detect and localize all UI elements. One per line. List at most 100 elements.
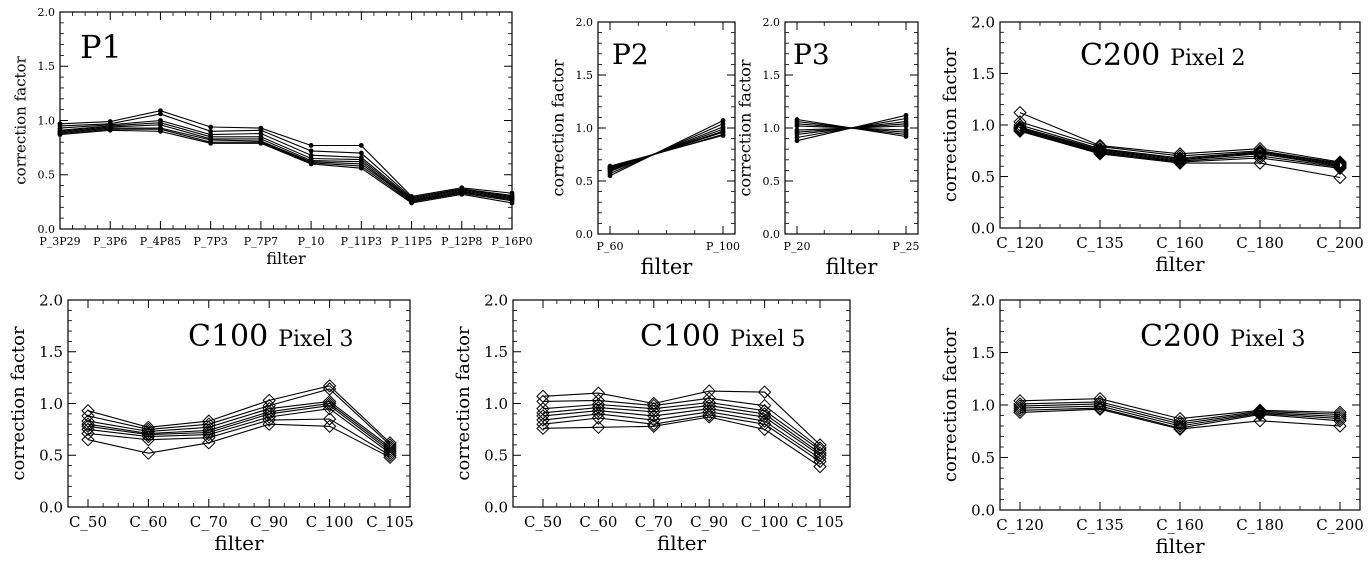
data-point bbox=[813, 441, 827, 455]
x-axis-label: filter bbox=[214, 531, 264, 555]
y-tick-label: 0.5 bbox=[576, 175, 594, 188]
data-point bbox=[158, 128, 163, 134]
data-point bbox=[81, 417, 95, 431]
data-point bbox=[1333, 156, 1347, 170]
data-point bbox=[1173, 152, 1187, 166]
x-tick-label: P_12P8 bbox=[441, 235, 482, 248]
data-point bbox=[1253, 403, 1267, 417]
data-point bbox=[322, 379, 337, 393]
data-point bbox=[757, 385, 772, 399]
y-axis-label: correction factor bbox=[12, 55, 30, 184]
series-line-6 bbox=[1019, 128, 1341, 168]
data-point bbox=[536, 421, 550, 436]
series-line-4 bbox=[87, 402, 391, 450]
data-point bbox=[1333, 161, 1347, 175]
x-tick-label: C_200 bbox=[1316, 234, 1364, 252]
series-line-3 bbox=[59, 119, 513, 200]
y-axis-label: correction factor bbox=[736, 59, 755, 196]
data-point bbox=[591, 393, 606, 408]
data-point bbox=[383, 448, 397, 462]
y-tick-label: 1.0 bbox=[971, 116, 995, 134]
data-point bbox=[1173, 155, 1187, 169]
y-tick-label: 1.0 bbox=[576, 122, 594, 135]
series-line-9 bbox=[796, 114, 907, 142]
x-axis-label: filter bbox=[826, 255, 879, 279]
data-point bbox=[1253, 149, 1267, 163]
data-point bbox=[57, 132, 63, 138]
data-point bbox=[1013, 403, 1027, 417]
data-point bbox=[1253, 405, 1267, 420]
y-tick-label: 1.0 bbox=[484, 395, 508, 413]
y-tick-label: 2.0 bbox=[484, 291, 508, 309]
series-line-8 bbox=[542, 416, 821, 468]
y-tick-label: 0.0 bbox=[38, 223, 56, 236]
data-point bbox=[141, 446, 156, 460]
data-point bbox=[1173, 154, 1187, 168]
series-line-5 bbox=[1019, 127, 1341, 167]
data-point bbox=[208, 140, 214, 146]
x-tick-label: C_50 bbox=[69, 513, 107, 531]
chart-title: C100 Pixel 3 bbox=[188, 319, 354, 354]
data-point bbox=[757, 414, 772, 428]
data-point bbox=[81, 422, 95, 437]
data-point bbox=[720, 133, 726, 138]
series-line-4 bbox=[1019, 405, 1341, 427]
y-tick-label: 1.5 bbox=[763, 69, 781, 82]
chart-panel-7: 0.0 0.5 1.0 1.5 2.0 C_120 C_135 C_160 C_180 C_200… bbox=[940, 291, 1364, 558]
chart-subtitle: Pixel 3 bbox=[278, 327, 353, 352]
data-point bbox=[1093, 399, 1107, 413]
data-point bbox=[591, 411, 606, 425]
data-point bbox=[536, 417, 550, 431]
data-point bbox=[81, 409, 95, 423]
series-line-1 bbox=[59, 110, 513, 197]
data-point bbox=[1093, 143, 1107, 157]
data-point bbox=[1093, 144, 1107, 158]
data-point bbox=[509, 200, 515, 206]
data-point bbox=[1253, 146, 1267, 160]
data-point bbox=[322, 412, 337, 426]
data-point bbox=[81, 404, 95, 418]
data-point bbox=[141, 427, 156, 442]
data-point bbox=[1333, 409, 1347, 424]
data-point bbox=[1253, 156, 1267, 170]
y-tick-label: 2.0 bbox=[971, 291, 995, 309]
data-point bbox=[1013, 121, 1027, 135]
data-point bbox=[258, 140, 264, 146]
y-tick-label: 2.0 bbox=[39, 291, 63, 309]
x-tick-label: P_10 bbox=[298, 235, 325, 248]
x-tick-label: C_70 bbox=[190, 513, 228, 531]
data-point bbox=[141, 422, 156, 437]
y-tick-label: 0.5 bbox=[971, 168, 995, 186]
data-point bbox=[308, 143, 314, 148]
y-axis-label: correction factor bbox=[940, 48, 961, 203]
chart-subtitle: Pixel 3 bbox=[1230, 327, 1305, 352]
data-point bbox=[647, 417, 661, 431]
x-tick-label: C_135 bbox=[1076, 516, 1124, 534]
x-axis-label: filter bbox=[1155, 252, 1205, 276]
data-point bbox=[794, 138, 800, 144]
data-point bbox=[591, 420, 606, 435]
data-point bbox=[208, 124, 214, 130]
data-point bbox=[1253, 404, 1267, 419]
data-point bbox=[322, 394, 337, 409]
x-tick-label: P_11P5 bbox=[391, 235, 432, 248]
data-point bbox=[1333, 419, 1347, 433]
y-tick-label: 1.0 bbox=[763, 122, 781, 135]
y-tick-label: 0.0 bbox=[971, 219, 995, 237]
x-tick-label: C_105 bbox=[366, 513, 414, 531]
x-tick-label: C_160 bbox=[1156, 516, 1204, 534]
y-tick-label: 0.0 bbox=[39, 498, 63, 516]
series-line-7 bbox=[1019, 129, 1341, 169]
x-tick-label: C_50 bbox=[524, 513, 562, 531]
chart-panel-1: 0.0 0.5 1.0 1.5 2.0 P_3P29 P_3P6 P_4P85 P_7P3 P_7… bbox=[12, 6, 533, 268]
y-tick-label: 0.5 bbox=[39, 447, 63, 465]
data-point bbox=[813, 451, 827, 466]
y-tick-label: 0.0 bbox=[971, 501, 995, 519]
data-point bbox=[536, 413, 550, 427]
data-point bbox=[702, 410, 716, 424]
data-point bbox=[322, 398, 337, 413]
x-tick-label: P_3P6 bbox=[93, 235, 127, 248]
data-point bbox=[158, 111, 163, 117]
data-point bbox=[358, 143, 364, 148]
